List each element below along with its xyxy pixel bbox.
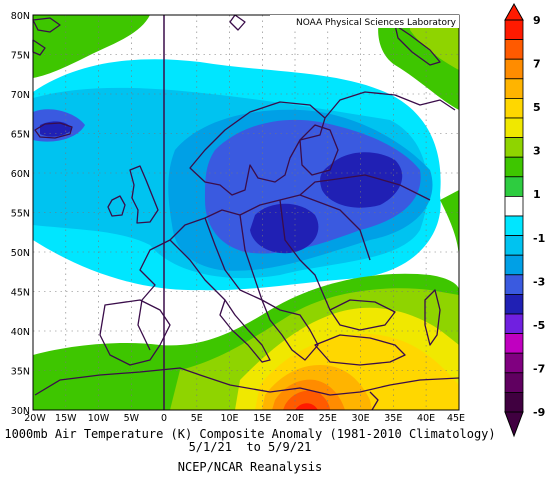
colorbar-label: -1 [533, 232, 545, 245]
colorbar-cell [504, 372, 524, 393]
caption-title: 1000mb Air Temperature (K) Composite Ano… [4, 427, 496, 441]
ireland-outline [107, 195, 126, 217]
caspian-outline [424, 289, 441, 346]
lat-label: 65N [11, 130, 30, 141]
svalbard-edge [229, 14, 246, 31]
finland-outline [299, 124, 339, 176]
colorbar-cell [504, 391, 524, 413]
lat-axis: 80N 75N 70N 65N 60N 55N 50N 45N 40N 35N … [11, 11, 30, 417]
lon-label: 10E [220, 413, 238, 424]
colorbar-cells [504, 19, 524, 413]
anomaly-field [33, 15, 459, 410]
lat-label: 80N [11, 11, 30, 22]
turkey-outline [314, 334, 406, 366]
balkans-outline [261, 299, 319, 361]
colorbar-label: 3 [533, 145, 541, 158]
warm-northeast-2 [410, 15, 459, 70]
coastlines [32, 14, 460, 411]
caption-dates: 5/1/21 to 5/9/21 [188, 440, 312, 454]
scandinavia-outline [189, 101, 326, 196]
lon-label: 40E [417, 413, 435, 424]
warm-northwest [33, 15, 150, 78]
iceland-outline [34, 122, 73, 139]
colorbar-label: -7 [533, 362, 545, 375]
colorbar-label: -5 [533, 319, 545, 332]
lat-label: 35N [11, 367, 30, 378]
lon-label: 35E [384, 413, 402, 424]
colorbar: 9 7 5 3 1 -1 -3 -5 -7 -9 [504, 2, 545, 438]
warm-south-8 [295, 403, 318, 410]
colorbar-cell [504, 176, 524, 197]
warm-east-margin [440, 190, 459, 260]
lon-label: 10W [88, 413, 110, 424]
cold-core-east [320, 152, 403, 208]
colorbar-cell [504, 137, 524, 158]
lat-label: 60N [11, 169, 30, 180]
colorbar-cell [504, 156, 524, 178]
colorbar-label: 1 [533, 188, 541, 201]
colorbar-bottom-arrow [504, 411, 524, 438]
anomaly-map: NOAA Physical Sciences Laboratory 80N 75… [11, 11, 465, 424]
russia-border [324, 91, 456, 119]
britain-outline [129, 165, 159, 224]
lon-label: 25E [319, 413, 337, 424]
colorbar-labels: 9 7 5 3 1 -1 -3 -5 -7 -9 [533, 14, 545, 419]
colorbar-label: 9 [533, 14, 541, 27]
italy-outline [219, 299, 271, 363]
colorbar-cell [504, 78, 524, 99]
lon-label: 0 [161, 413, 167, 424]
lat-label: 70N [11, 90, 30, 101]
lat-label: 45N [11, 288, 30, 299]
map-frame [32, 14, 460, 411]
lat-label: 50N [11, 248, 30, 259]
baltic-coast [239, 179, 331, 216]
colorbar-cell [504, 195, 524, 217]
caption-source: NCEP/NCAR Reanalysis [177, 460, 323, 474]
credit-label: NOAA Physical Sciences Laboratory [296, 18, 457, 28]
colorbar-cell [504, 98, 524, 119]
north-africa-coast [34, 367, 460, 396]
colorbar-cell [504, 58, 524, 80]
nile-delta [369, 391, 379, 411]
colorbar-cell [504, 215, 524, 237]
lat-label: 75N [11, 51, 30, 62]
colorbar-cell [504, 19, 524, 41]
lon-label: 15E [253, 413, 271, 424]
lon-label: 5W [124, 413, 140, 424]
colorbar-label: -3 [533, 275, 545, 288]
colorbar-cell [504, 235, 524, 256]
black-sea-outline [329, 299, 396, 331]
colorbar-cell [504, 352, 524, 374]
colorbar-cell [504, 39, 524, 60]
lat-label: 30N [11, 406, 30, 417]
colorbar-cell [504, 333, 524, 354]
lon-label: 30E [352, 413, 370, 424]
borders-central [169, 174, 431, 311]
colorbar-label: 7 [533, 58, 541, 71]
colorbar-label: 5 [533, 101, 541, 114]
lat-label: 40N [11, 327, 30, 338]
novaya-zemlya-edge [394, 24, 441, 66]
mainland-coast [137, 209, 241, 351]
cold-core-west [40, 121, 72, 137]
lon-axis: 20W 15W 10W 5W 0 5E 10E 15E 20E 25E 30E … [24, 413, 465, 424]
iberia-outline [99, 299, 171, 366]
lon-label: 20W [24, 413, 46, 424]
colorbar-label: -9 [533, 406, 545, 419]
colorbar-cell [504, 254, 524, 276]
colorbar-cell [504, 274, 524, 295]
lon-label: 5E [191, 413, 203, 424]
colorbar-cell [504, 293, 524, 315]
lon-label: 20E [286, 413, 304, 424]
lat-label: 55N [11, 209, 30, 220]
lon-label: 45E [447, 413, 465, 424]
colorbar-top-arrow [504, 2, 524, 21]
colorbar-cell [504, 117, 524, 139]
lon-label: 15W [55, 413, 77, 424]
colorbar-cell [504, 313, 524, 335]
